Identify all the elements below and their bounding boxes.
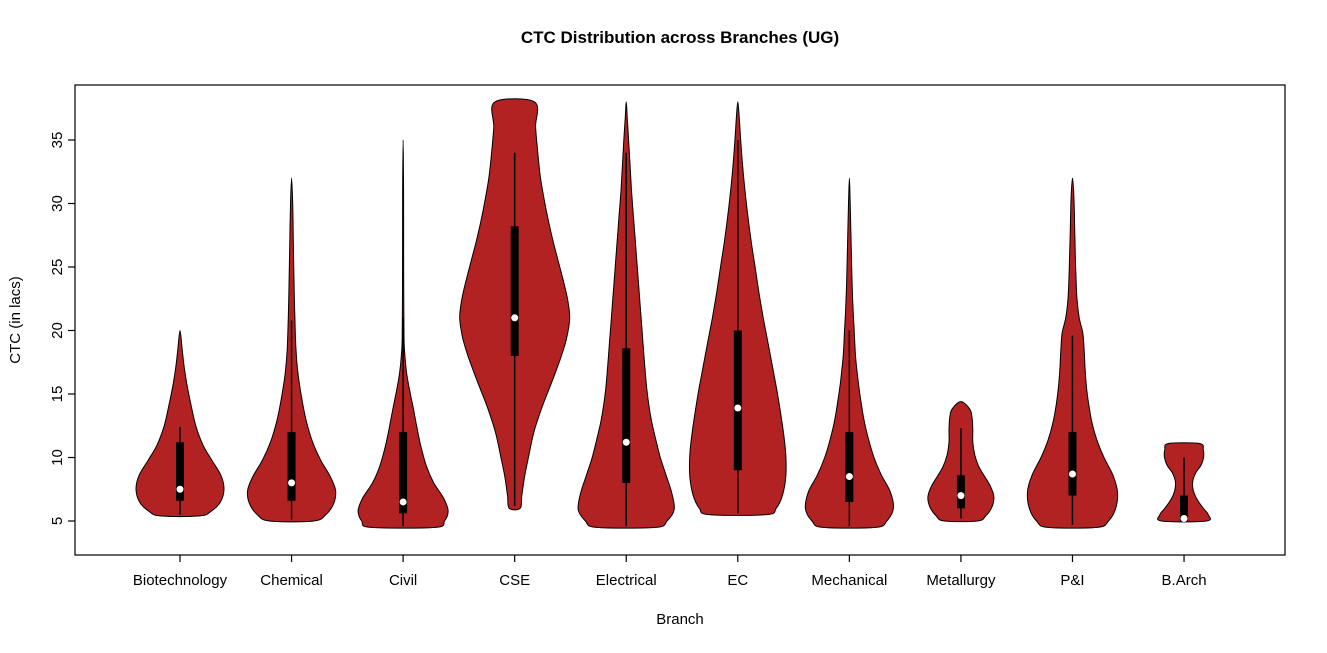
x-tick-label-electrical: Electrical (596, 572, 657, 589)
violin-group-cse (459, 98, 571, 511)
violin-group-electrical (577, 101, 675, 529)
plot-border (74, 84, 1286, 556)
median-dot-chemical (288, 479, 296, 487)
x-tick-label-cse: CSE (499, 572, 530, 589)
y-tick-label: 10 (49, 449, 66, 466)
iqr-box-cse (510, 226, 519, 356)
x-tick-label-b-arch: B.Arch (1162, 572, 1207, 589)
iqr-box-civil (399, 432, 408, 514)
x-tick-label-civil: Civil (389, 572, 417, 589)
chart-title: CTC Distribution across Branches (UG) (521, 28, 839, 47)
median-dot-electrical (622, 438, 630, 446)
x-tick-label-chemical: Chemical (260, 572, 323, 589)
iqr-box-ec (733, 330, 742, 471)
plot-area: 5 10 15 20 25 30 35 Biotechnology Chemical Civil C… (49, 84, 1286, 589)
y-tick-label: 5 (49, 517, 66, 525)
iqr-box-biotechnology (176, 442, 184, 501)
median-dot-p-i (1068, 470, 1076, 478)
iqr-box-electrical (622, 348, 631, 483)
iqr-box-chemical (287, 432, 296, 501)
median-dot-ec (734, 404, 742, 412)
iqr-box-mechanical (845, 432, 854, 502)
violin-group-b-arch (1157, 442, 1211, 523)
y-tick-label: 20 (49, 322, 66, 339)
x-axis-label: Branch (656, 611, 704, 628)
violin-group-biotechnology (135, 329, 225, 518)
y-axis-label: CTC (in lacs) (7, 276, 24, 364)
median-dot-biotechnology (176, 485, 184, 493)
x-tick-label-mechanical: Mechanical (811, 572, 887, 589)
x-tick-label-p-i: P&I (1060, 572, 1084, 589)
y-tick-label: 35 (49, 132, 66, 149)
median-dot-civil (399, 498, 407, 506)
violin-group-p-i (1026, 177, 1119, 529)
median-dot-mechanical (845, 473, 853, 481)
x-tick-label-ec: EC (727, 572, 748, 589)
x-tick-label-metallurgy: Metallurgy (926, 572, 996, 589)
violin-group-civil (357, 139, 449, 529)
x-tick-label-biotechnology: Biotechnology (133, 572, 228, 589)
iqr-box-metallurgy (956, 475, 965, 509)
violin-group-ec (688, 101, 787, 516)
median-dot-metallurgy (957, 492, 965, 500)
y-tick-label: 15 (49, 386, 66, 403)
violin-group-chemical (246, 177, 337, 523)
median-dot-cse (511, 314, 519, 322)
y-tick-label: 25 (49, 259, 66, 276)
violin-group-mechanical (804, 177, 894, 529)
y-tick-label: 30 (49, 195, 66, 212)
iqr-box-p-i (1068, 432, 1077, 496)
violin-group-metallurgy (927, 401, 995, 523)
violin-shape-biotechnology (135, 329, 225, 518)
iqr-box-b-arch (1180, 495, 1189, 521)
median-dot-b-arch (1180, 514, 1188, 522)
